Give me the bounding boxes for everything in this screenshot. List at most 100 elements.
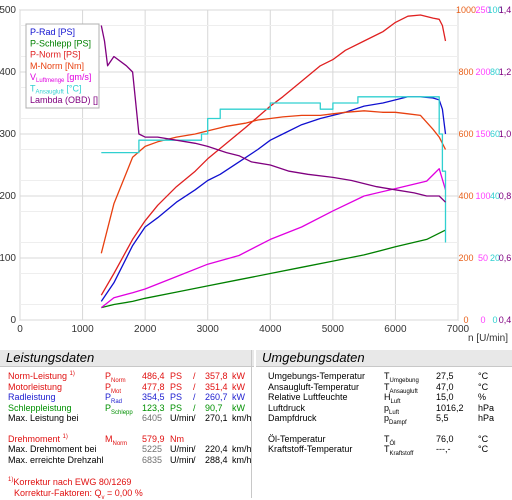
legend-entry: P-Rad [PS] (30, 27, 75, 37)
perf-separator: / (193, 371, 196, 381)
perf-separator: / (193, 392, 196, 402)
perf-symbol: PSchlepp (105, 403, 133, 416)
ambient-label: Relative Luftfeuchte (268, 392, 348, 402)
perf-separator: / (193, 455, 196, 465)
perf-value-1: 6405 (142, 413, 162, 423)
ambient-label: Umgebungs-Temperatur (268, 371, 365, 381)
perf-value-1: 5225 (142, 444, 162, 454)
ambient-value: ---,- (436, 444, 451, 454)
perf-unit-1: U/min (170, 444, 194, 454)
perf-label: Norm-Leistung 1) (8, 371, 75, 381)
ambient-unit: °C (478, 382, 488, 392)
perf-unit-1: PS (170, 371, 182, 381)
ambient-unit: °C (478, 371, 488, 381)
legend-entry: M-Norm [Nm] (30, 61, 84, 71)
perf-unit-1: U/min (170, 413, 194, 423)
perf-symbol: MNorm (105, 434, 127, 447)
x-tick-label: 7000 (447, 324, 470, 335)
right-axis-tick-label: 0,4 (499, 315, 512, 325)
right-axis-tick-label: 100 (475, 191, 490, 201)
perf-unit-1: PS (170, 392, 182, 402)
footnote-1: 1)Korrektur nach EWG 80/1269 (8, 477, 131, 487)
perf-value-1: 477,8 (142, 382, 165, 392)
right-axis-tick-label: 150 (475, 129, 490, 139)
legend-entry: P-Norm [PS] (30, 50, 81, 60)
right-axis-tick-label: 1,2 (499, 67, 512, 77)
perf-label: Max. Leistung bei (8, 413, 79, 423)
right-axis-tick-label: 200 (475, 67, 490, 77)
right-axis-tick-label: 0 (480, 315, 485, 325)
ambient-label: Kraftstoff-Temperatur (268, 444, 352, 454)
ambient-value: 47,0 (436, 382, 454, 392)
ambient-unit: hPa (478, 403, 494, 413)
right-axis-tick-label: 0,6 (499, 253, 512, 263)
ambient-unit: hPa (478, 413, 494, 423)
perf-unit-1: PS (170, 382, 182, 392)
ambient-value: 76,0 (436, 434, 454, 444)
ambient-label: Ansaugluft-Temperatur (268, 382, 359, 392)
perf-separator: / (193, 444, 196, 454)
perf-unit-2: kW (232, 382, 245, 392)
perf-value-1: 486,4 (142, 371, 165, 381)
x-tick-label: 1000 (71, 324, 94, 335)
perf-value-2: 220,4 (205, 444, 228, 454)
perf-label: Max. erreichte Drehzahl (8, 455, 104, 465)
ambient-value: 27,5 (436, 371, 454, 381)
y-tick-label: 0 (10, 315, 16, 326)
right-axis-tick-label: 800 (458, 67, 473, 77)
x-axis-label: n [U/min] (468, 333, 508, 344)
ambient-unit: % (478, 392, 486, 402)
x-tick-label: 3000 (197, 324, 220, 335)
x-tick-label: 5000 (322, 324, 345, 335)
y-tick-label: 500 (0, 5, 16, 16)
ambient-value: 15,0 (436, 392, 454, 402)
perf-label: Drehmoment 1) (8, 434, 68, 444)
right-axis-tick-label: 1000 (456, 5, 476, 15)
right-axis-tick-label: 0 (492, 315, 497, 325)
perf-unit-1: PS (170, 403, 182, 413)
perf-unit-2: km/h (232, 455, 252, 465)
perf-label: Radleistung (8, 392, 56, 402)
perf-unit-1: U/min (170, 455, 194, 465)
perf-value-2: 351,4 (205, 382, 228, 392)
legend-entry: Lambda (OBD) [] (30, 95, 98, 105)
y-tick-label: 300 (0, 129, 16, 140)
perf-unit-2: kW (232, 403, 245, 413)
x-tick-label: 2000 (134, 324, 157, 335)
perf-value-1: 354,5 (142, 392, 165, 402)
ambient-unit: °C (478, 434, 488, 444)
perf-value-1: 123,3 (142, 403, 165, 413)
x-tick-label: 4000 (259, 324, 282, 335)
perf-unit-2: kW (232, 392, 245, 402)
right-axis-tick-label: 0,8 (499, 191, 512, 201)
right-axis-tick-label: 200 (458, 253, 473, 263)
perf-value-2: 90,7 (205, 403, 223, 413)
y-tick-label: 200 (0, 191, 16, 202)
perf-unit-2: kW (232, 371, 245, 381)
right-axis-tick-label: 600 (458, 129, 473, 139)
perf-value-2: 288,4 (205, 455, 228, 465)
y-tick-label: 400 (0, 67, 16, 78)
perf-value-1: 6835 (142, 455, 162, 465)
panel-divider (251, 350, 252, 498)
perf-unit-1: Nm (170, 434, 184, 444)
ambient-symbol: TKraftstoff (384, 444, 413, 457)
ambient-unit: °C (478, 444, 488, 454)
perf-value-2: 357,8 (205, 371, 228, 381)
perf-label: Max. Drehmoment bei (8, 444, 97, 454)
ambient-label: Öl-Temperatur (268, 434, 326, 444)
perf-separator: / (193, 382, 196, 392)
perf-value-1: 579,9 (142, 434, 165, 444)
legend-entry: P-Schlepp [PS] (30, 38, 91, 48)
perf-label: Schleppleistung (8, 403, 72, 413)
left-panel-title: Leistungsdaten (0, 350, 254, 367)
right-axis-tick-label: 50 (478, 253, 488, 263)
perf-unit-2: km/h (232, 413, 252, 423)
ambient-value: 1016,2 (436, 403, 464, 413)
ambient-label: Luftdruck (268, 403, 305, 413)
y-tick-label: 100 (0, 253, 16, 264)
perf-unit-2: km/h (232, 444, 252, 454)
right-axis-tick-label: 1,0 (499, 129, 512, 139)
ambient-symbol: pDampf (384, 413, 407, 426)
